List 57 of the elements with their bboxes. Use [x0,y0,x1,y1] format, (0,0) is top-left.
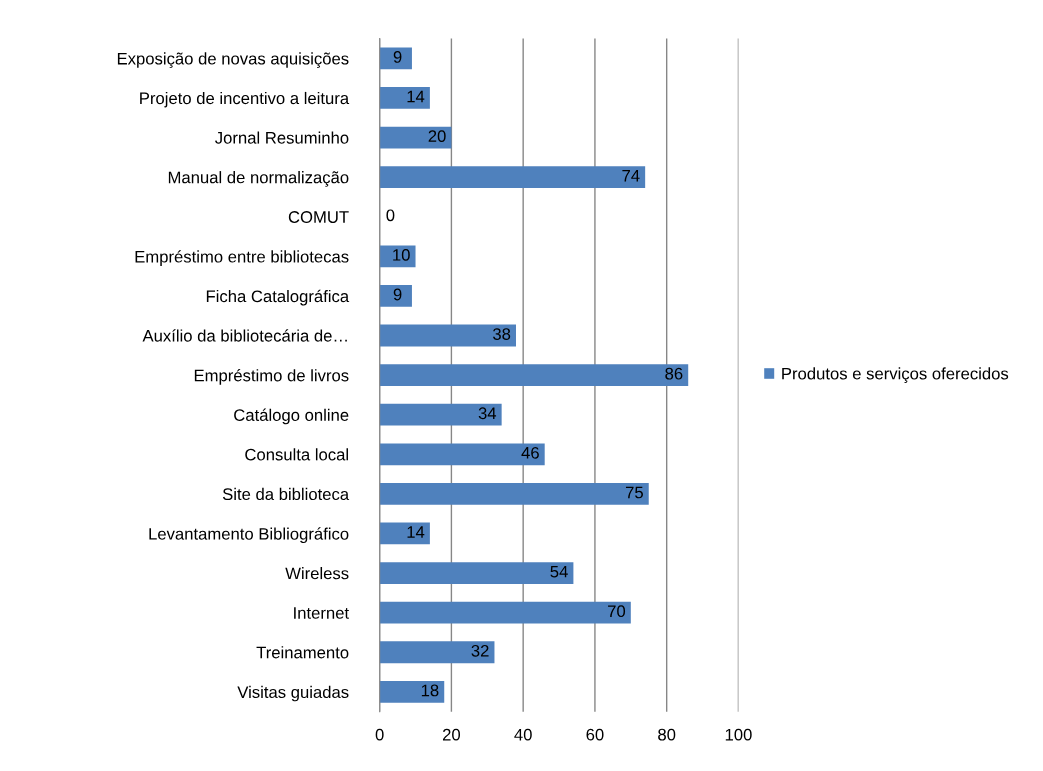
y-tick-label: Treinamento [256,646,349,659]
data-label: 0 [386,209,395,222]
data-label: 86 [665,367,683,380]
y-tick-label: Levantamento Bibliográfico [149,527,349,544]
data-label: 54 [550,565,568,578]
y-tick-label: Exposição de novas aquisições [117,52,349,68]
legend-label: Produtos e serviços oferecidos [782,367,1009,383]
bar [379,403,502,426]
y-tick-label: Site da biblioteca [222,487,350,501]
x-tick-label: 0 [375,728,384,741]
y-tick-label: Ficha Catalográfica [206,289,350,306]
data-label: 18 [421,684,439,697]
bar [379,522,430,545]
x-tick-label: 20 [442,728,461,741]
y-tick-label: Empréstimo entre bibliotecas [135,250,349,266]
y-tick-label: Visitas guiadas [237,685,349,702]
bar [379,562,574,584]
y-tick-label: Projeto de incentivo a leitura [140,91,350,108]
y-tick-label: COMUT [288,211,349,223]
data-label: 20 [428,130,446,143]
data-label: 46 [521,446,539,459]
bar [379,126,452,149]
data-label: 9 [393,288,402,301]
y-tick-label: Internet [294,607,349,619]
bar [379,245,416,268]
y-tick-label: Catálogo online [234,408,349,425]
x-tick-label: 100 [725,728,752,741]
x-tick-label: 80 [658,728,676,741]
data-label: 9 [393,51,402,63]
data-label: 38 [493,328,511,340]
bar [379,364,689,386]
data-label: 32 [471,644,489,657]
data-label: 10 [393,248,410,261]
y-tick-label: Auxílio da bibliotecária de… [142,329,347,342]
bar [379,87,430,109]
data-label: 70 [608,605,626,618]
data-label: 14 [407,526,425,538]
data-label: 34 [478,407,497,420]
data-label: 75 [625,486,643,499]
bar [379,166,646,189]
y-tick-label: Manual de normalização [168,171,349,187]
x-tick-label: 60 [586,728,604,741]
y-tick-label: Wireless [285,567,349,580]
data-label: 14 [407,90,425,103]
bar [379,47,412,70]
bar [379,285,412,307]
bar [379,601,631,624]
bar [379,680,445,703]
y-tick-label: Consulta local [245,448,348,461]
bar [379,641,495,664]
y-tick-label: Empréstimo de livros [194,368,349,385]
x-tick-label: 40 [514,728,532,741]
data-label: 74 [622,169,640,182]
bar [379,443,545,466]
bar [379,482,649,505]
bar [379,324,516,347]
y-tick-label: Jornal Resuminho [215,131,349,144]
